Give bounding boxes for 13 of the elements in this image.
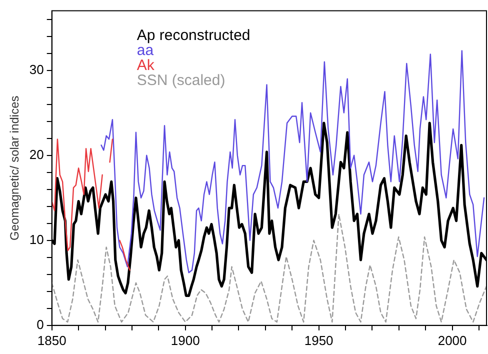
y-axis-title: Geomagnetic/ solar indices (8, 96, 22, 240)
x-tick-label: 2000 (438, 332, 467, 348)
y-tick-label: 30 (29, 62, 44, 77)
line-series (52, 213, 487, 323)
text: Ap reconstructed (136, 26, 250, 44)
text: SSN (scaled) (136, 72, 226, 89)
text: Ak (136, 56, 155, 74)
y-tick-label: 20 (29, 146, 44, 162)
y-tick-label: 0 (36, 316, 44, 332)
x-tick-label: 1950 (304, 332, 334, 348)
y-tick-label: 10 (29, 232, 44, 247)
x-tick-label: 1900 (170, 332, 200, 348)
x-tick-label: 1850 (37, 332, 66, 348)
